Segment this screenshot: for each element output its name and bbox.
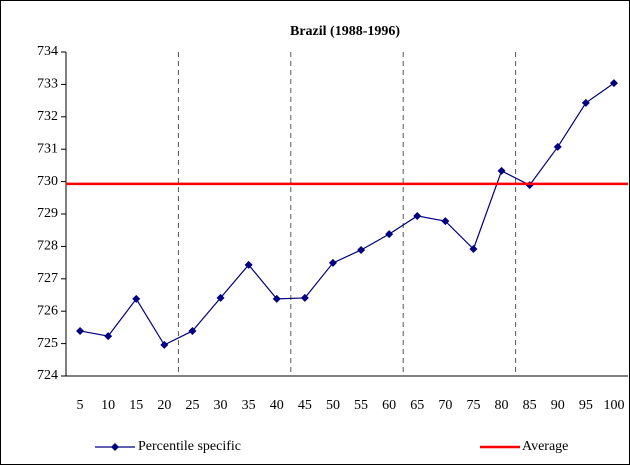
marker — [553, 142, 562, 151]
x-tick-label: 40 — [270, 398, 284, 413]
x-tick-label: 75 — [466, 398, 480, 413]
marker — [188, 326, 197, 335]
marker — [104, 332, 113, 341]
marker — [497, 166, 506, 175]
y-tick-label: 731 — [37, 141, 58, 156]
y-tick-label: 725 — [37, 336, 58, 351]
x-tick-label: 25 — [185, 398, 199, 413]
legend-label: Average — [522, 439, 568, 454]
chart-title: Brazil (1988-1996) — [290, 24, 400, 39]
x-tick-label: 45 — [298, 398, 312, 413]
marker — [413, 211, 422, 220]
x-tick-label: 95 — [579, 398, 593, 413]
marker — [441, 217, 450, 226]
marker — [357, 245, 366, 254]
marker — [76, 326, 85, 335]
marker — [216, 293, 225, 302]
legend-label: Percentile specific — [138, 439, 241, 454]
x-tick-label: 5 — [77, 398, 84, 413]
marker — [581, 98, 590, 107]
y-tick-label: 732 — [37, 109, 58, 124]
x-tick-label: 100 — [603, 398, 624, 413]
y-tick-label: 727 — [37, 271, 58, 286]
x-tick-label: 85 — [523, 398, 537, 413]
x-tick-label: 80 — [495, 398, 509, 413]
marker — [385, 230, 394, 239]
x-tick-label: 55 — [354, 398, 368, 413]
y-tick-label: 734 — [37, 44, 58, 59]
x-tick-label: 15 — [129, 398, 143, 413]
y-tick-label: 726 — [37, 303, 58, 318]
y-tick-label: 724 — [37, 368, 58, 383]
y-tick-label: 729 — [37, 206, 58, 221]
x-tick-label: 60 — [382, 398, 396, 413]
x-tick-label: 10 — [101, 398, 115, 413]
marker — [244, 260, 253, 269]
marker — [609, 79, 618, 88]
legend-swatch — [111, 443, 119, 451]
marker — [300, 293, 309, 302]
x-tick-label: 30 — [214, 398, 228, 413]
y-tick-label: 728 — [37, 239, 58, 254]
x-tick-label: 65 — [410, 398, 424, 413]
marker — [328, 258, 337, 267]
marker — [469, 244, 478, 253]
x-tick-label: 20 — [157, 398, 171, 413]
y-tick-label: 730 — [37, 174, 58, 189]
x-tick-label: 70 — [438, 398, 452, 413]
marker — [132, 294, 141, 303]
x-tick-label: 35 — [242, 398, 256, 413]
x-tick-label: 50 — [326, 398, 340, 413]
x-tick-label: 90 — [551, 398, 565, 413]
marker — [160, 340, 169, 349]
marker — [272, 294, 281, 303]
y-tick-label: 733 — [37, 77, 58, 92]
